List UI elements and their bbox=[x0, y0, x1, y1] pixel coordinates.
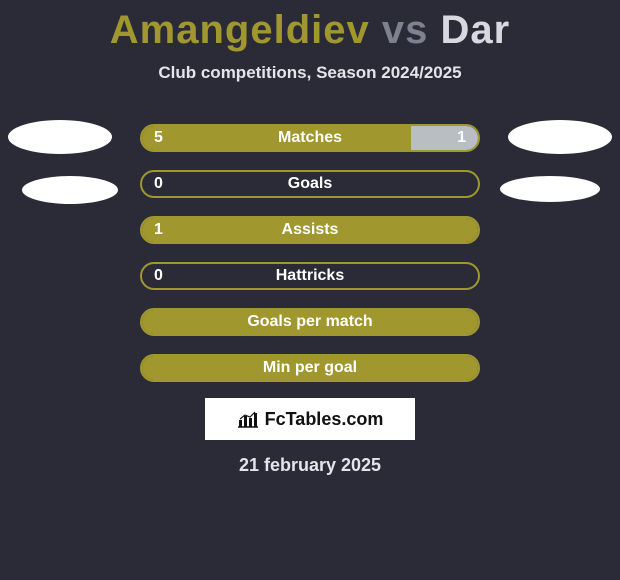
date-label: 21 february 2025 bbox=[0, 455, 620, 476]
stat-label: Hattricks bbox=[142, 267, 478, 285]
stat-bar: 51Matches bbox=[140, 124, 480, 152]
stat-bar: Goals per match bbox=[140, 308, 480, 336]
subtitle: Club competitions, Season 2024/2025 bbox=[0, 63, 620, 83]
stat-bar: 0Goals bbox=[140, 170, 480, 198]
stat-label: Goals bbox=[142, 175, 478, 193]
player1-badge bbox=[22, 176, 118, 204]
barchart-icon bbox=[237, 410, 259, 428]
player1-badge bbox=[8, 120, 112, 154]
stat-label: Goals per match bbox=[142, 313, 478, 331]
page-title: Amangeldiev vs Dar bbox=[0, 0, 620, 53]
stat-bar: 0Hattricks bbox=[140, 262, 480, 290]
stat-label: Min per goal bbox=[142, 359, 478, 377]
source-badge: FcTables.com bbox=[205, 398, 415, 440]
stat-bar: Min per goal bbox=[140, 354, 480, 382]
player1-name: Amangeldiev bbox=[110, 8, 370, 52]
stat-bar: 1Assists bbox=[140, 216, 480, 244]
stat-label: Matches bbox=[142, 129, 478, 147]
stat-label: Assists bbox=[142, 221, 478, 239]
player2-name: Dar bbox=[441, 8, 511, 52]
player2-badge bbox=[500, 176, 600, 202]
source-badge-text: FcTables.com bbox=[265, 409, 384, 430]
player2-badge bbox=[508, 120, 612, 154]
comparison-card: Amangeldiev vs Dar Club competitions, Se… bbox=[0, 0, 620, 580]
vs-label: vs bbox=[382, 8, 429, 52]
